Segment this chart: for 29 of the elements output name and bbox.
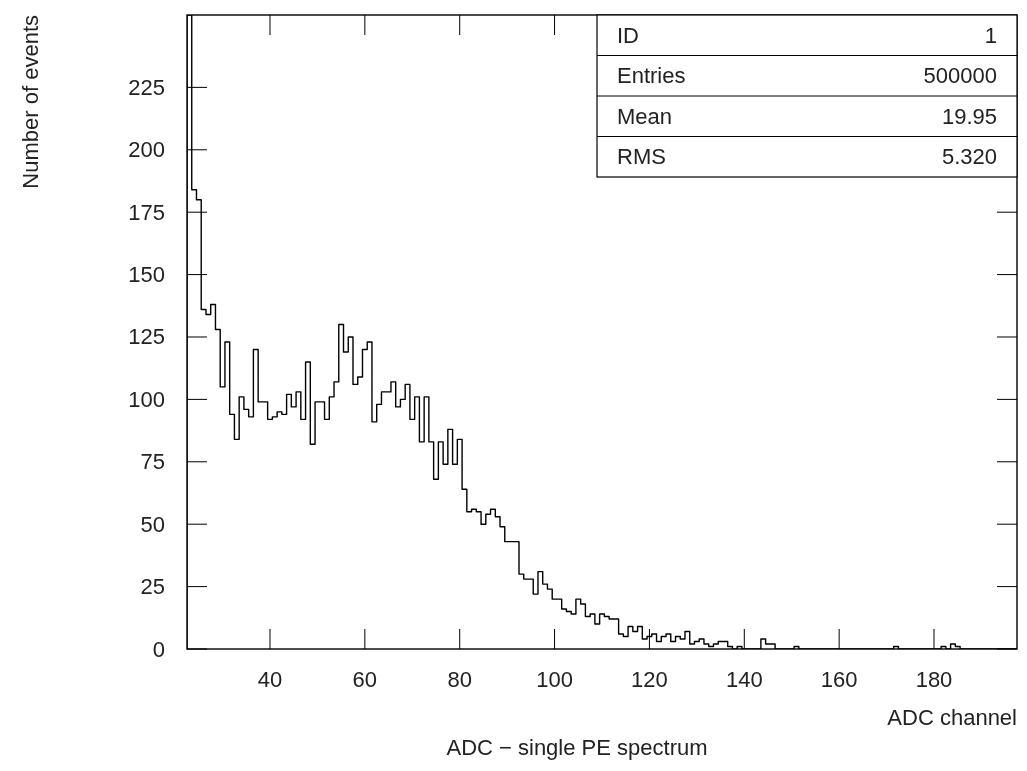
y-tick-label: 225 (128, 74, 165, 100)
x-tick-label: 160 (820, 666, 858, 692)
annotation: Entries (617, 63, 686, 89)
y-tick-label: 75 (140, 449, 165, 475)
x-axis-title: ADC channel (887, 705, 1017, 730)
y-tick-label: 125 (128, 324, 165, 350)
annotation: ID (617, 22, 639, 48)
annotation: RMS (617, 144, 666, 170)
y-tick-label: 0 (152, 636, 165, 662)
x-tick-label: 180 (915, 666, 953, 692)
y-tick-label: 25 (140, 574, 165, 600)
y-tick-label: 200 (128, 137, 165, 163)
y-tick-label: 50 (140, 511, 165, 537)
x-tick-label: 80 (447, 666, 472, 692)
y-tick-label: 150 (128, 262, 165, 288)
y-axis-title: Number of events (18, 15, 43, 189)
y-tick-label: 100 (128, 386, 165, 412)
x-tick-label: 100 (536, 666, 573, 692)
annotation: 5.320 (941, 144, 997, 170)
annotation: Mean (617, 103, 673, 129)
annotation: 500000 (923, 63, 997, 89)
x-tick-label: 60 (352, 666, 378, 692)
x-tick-label: 120 (631, 666, 668, 692)
annotation: 1 (984, 22, 997, 48)
x-tick-label: 40 (257, 666, 283, 692)
annotation: 19.95 (941, 103, 997, 129)
x-tick-label: 140 (725, 666, 763, 692)
text: ADC − single PE spectrum (446, 735, 708, 760)
y-tick-label: 175 (128, 199, 165, 225)
